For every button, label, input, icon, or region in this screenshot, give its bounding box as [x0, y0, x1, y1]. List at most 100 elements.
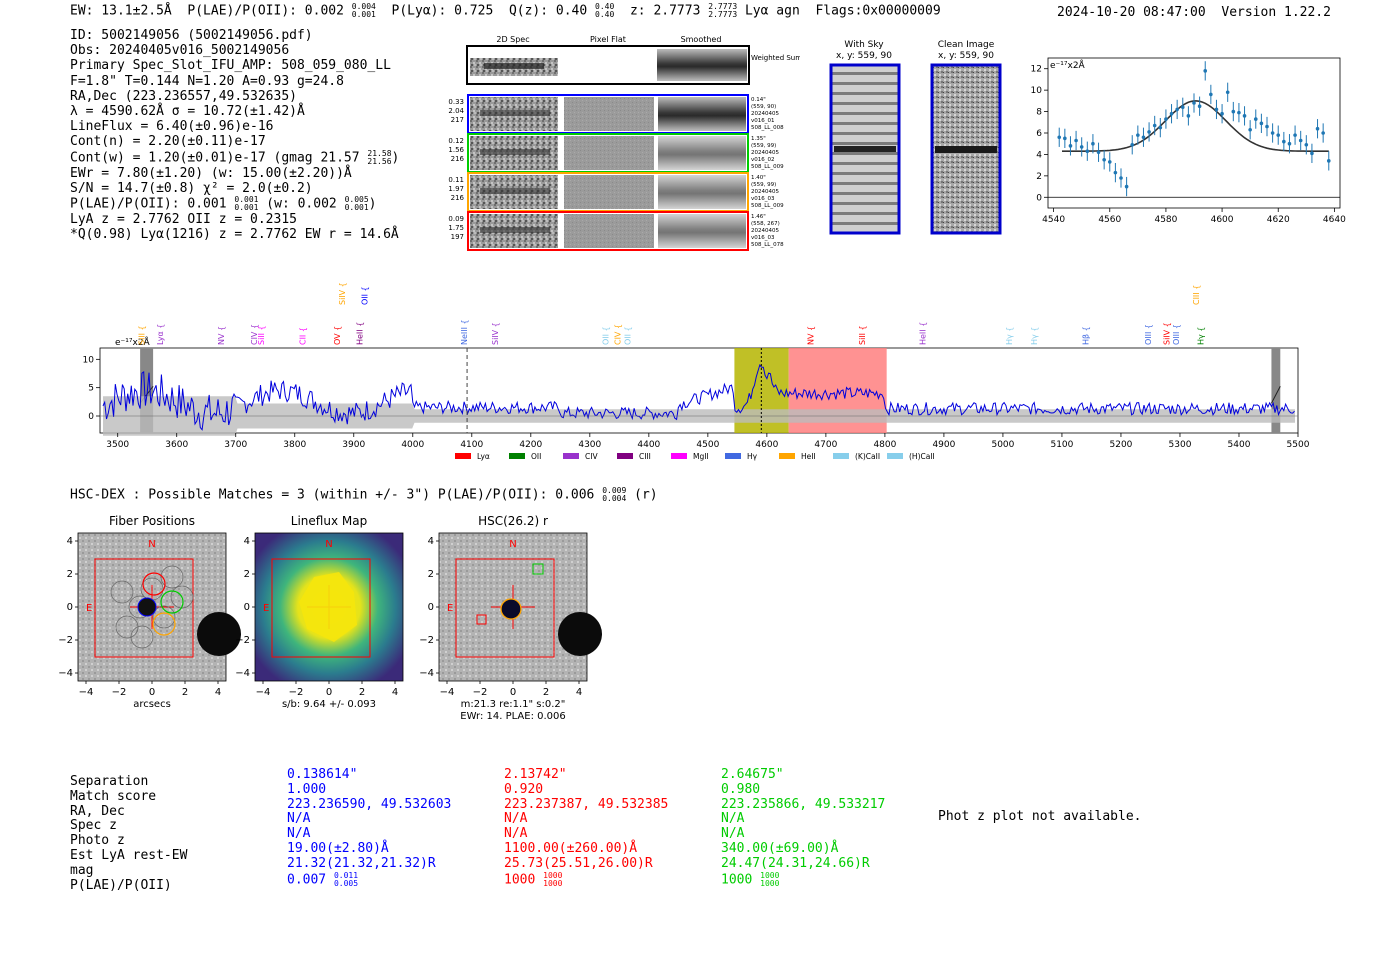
zoom-data-point — [1169, 111, 1174, 116]
spec-ytick-label: 10 — [83, 355, 95, 365]
spec-line-marker: NV { — [806, 326, 815, 345]
spec-line-marker: HeII { — [356, 322, 365, 345]
cutout-col-pixelflat: Pixel Flat — [590, 35, 626, 44]
zoom-data-point — [1315, 126, 1320, 131]
zoom-data-point — [1158, 125, 1163, 130]
spec-legend-label: CIV — [585, 452, 598, 461]
info-radec: RA,Dec (223.236557,49.532635) — [70, 88, 297, 104]
hsc-fiber-green — [160, 590, 184, 614]
zoom-data-point — [1231, 109, 1236, 114]
cutout-left-label: 1.56 — [448, 146, 464, 154]
zoom-data-point — [1326, 159, 1331, 163]
cutout-right-label: 1.40" — [751, 175, 766, 181]
hsc-ytick-label: 2 — [244, 569, 250, 580]
spec-line-marker: SiIV { — [1162, 322, 1171, 345]
header-right: 2024-10-20 08:47:00 Version 1.22.2 — [1057, 5, 1331, 20]
cutout-right-label: v016_03 — [751, 196, 775, 202]
spec-line-marker: NV { — [217, 326, 226, 345]
zoom-ytick-label: 10 — [1031, 86, 1043, 96]
spec-xtick-label: 4300 — [578, 440, 601, 450]
hsc-panel-extra: EWr: 14. PLAE: 0.006 — [460, 711, 566, 722]
zoom-data-point — [1074, 138, 1078, 143]
zoom-data-point — [1265, 124, 1269, 129]
cutout-pixelflat — [564, 214, 654, 248]
hsc-xtick-label: −2 — [473, 687, 488, 698]
cutout-right-label: 508_LL_009 — [751, 203, 784, 209]
spec-line-marker: CIV { — [614, 324, 623, 345]
zoom-ytick-label: 8 — [1036, 108, 1042, 118]
zoom-xtick-label: 4560 — [1098, 215, 1121, 225]
hsc-fiber — [110, 580, 134, 604]
hsc-frame-box — [271, 558, 371, 658]
spec-line-marker: OII { — [360, 286, 369, 305]
zoom-data-point — [1124, 184, 1129, 189]
cutout-right-label: 0.14" — [751, 97, 766, 103]
hsc-ytick-label: −4 — [419, 668, 434, 679]
spec-legend-label: CIII — [639, 452, 651, 461]
match-label: Separation — [70, 774, 149, 789]
header-plae: P(LAE)/P(OII): 0.002 — [187, 3, 344, 19]
zoom-data-point — [1085, 149, 1090, 154]
info-fwhm: F=1.8" T=0.144 N=1.20 A=0.93 g=24.8 — [70, 73, 344, 89]
cutout-right-label: 20240405 — [751, 189, 779, 195]
spec-line-marker: OII { — [602, 326, 611, 345]
info-q: *Q(0.98) Lyα(1216) z = 2.7762 EW r = 14.… — [70, 227, 399, 243]
zoom-data-point — [1096, 150, 1101, 155]
zoom-data-point — [1321, 131, 1325, 135]
info-plae: P(LAE)/P(OII): 0.001 0.001 0.001 (w: 0.00… — [70, 195, 377, 213]
clean-image-xy: x, y: 559, 90 — [938, 51, 994, 61]
spec-xtick-label: 4400 — [637, 440, 660, 450]
spec-line-marker: Hβ { — [1081, 326, 1090, 345]
spec-line-marker: SiIV { — [338, 282, 347, 305]
spec-legend-label: OII — [531, 452, 541, 461]
zoom-data-point — [1057, 135, 1062, 140]
hsc-ytick-label: 4 — [428, 536, 434, 547]
cutout-right-label: 508_LL_078 — [751, 242, 784, 248]
cutout-pixelflat — [564, 175, 654, 209]
header-qz: Q(z): 0.40 — [508, 3, 588, 19]
info-contn: Cont(n) = 2.20(±0.11)e-17 — [70, 134, 266, 150]
cutout-pixelflat — [564, 97, 654, 131]
match-label: P(LAE)/P(OII) — [70, 877, 172, 893]
hsc-panel-title: Fiber Positions — [109, 514, 195, 528]
hsc-fiber — [130, 625, 154, 649]
spec-xtick-label: 5200 — [1110, 440, 1133, 450]
cutout-right-label: (559, 99) — [751, 182, 776, 188]
spec-legend-swatch — [671, 453, 687, 459]
spec-masked-hatch — [1270, 386, 1281, 404]
hsc-compass-e: E — [86, 603, 92, 614]
hsc-xtick-label: −2 — [289, 687, 304, 698]
hsc-fiber-red — [142, 572, 166, 596]
info-lineflux: LineFlux = 6.40(±0.96)e-16 — [70, 119, 274, 135]
hsc-compass-n: N — [148, 539, 155, 550]
hsc-ytick-label: 4 — [244, 536, 250, 547]
cutout-left-label: 0.11 — [448, 176, 464, 184]
spec-line-marker: OV { — [333, 326, 342, 345]
header-z: z: 2.7773 — [629, 3, 701, 19]
cutout-smoothed — [658, 214, 746, 248]
cutout-left-label: 197 — [451, 233, 464, 241]
spec-xtick-label: 4200 — [519, 440, 542, 450]
zoom-ytick-label: 0 — [1036, 193, 1042, 203]
header-plya: P(Lyα): 0.725 — [391, 3, 494, 19]
zoom-data-point — [1259, 121, 1264, 126]
sky-panels: With Sky x, y: 559, 90 Clean Image x, y:… — [829, 40, 1002, 235]
spec-line-marker: Lyα { — [156, 324, 165, 345]
info-id: ID: 5002149056 (5002149056.pdf) — [70, 28, 313, 43]
cutout-left-label: 216 — [451, 194, 465, 202]
hsc-panel: Lineflux Map N E 4 2 0 −2 −4 −4 −2 0 2 4 s/b: 9.64 +/… — [235, 514, 404, 710]
header-qz-range: 0.40 0.40 — [595, 2, 615, 19]
zoom-data-point — [1063, 136, 1067, 141]
match-col-2: 2.13742" 0.920 223.237387, 49.532385 N/A… — [504, 767, 669, 888]
hsc-xtick-label: 2 — [359, 687, 365, 698]
match-col-1: 0.138614" 1.000 223.236590, 49.532603 N/… — [287, 767, 452, 888]
zoom-data-point — [1242, 114, 1247, 118]
cutout-left-label: 1.75 — [448, 224, 464, 232]
cutout-right-label: (559, 90) — [751, 104, 776, 110]
hsc-compass-n: N — [509, 539, 516, 550]
cutout-right-label: (558, 267) — [751, 221, 780, 227]
spec-line-marker: SiIV { — [491, 322, 500, 345]
spec-line-marker: CII { — [298, 327, 307, 345]
hsc-title: HSC-DEX : Possible Matches = 3 (within +… — [70, 486, 658, 503]
hsc-ytick-label: 0 — [244, 602, 250, 613]
